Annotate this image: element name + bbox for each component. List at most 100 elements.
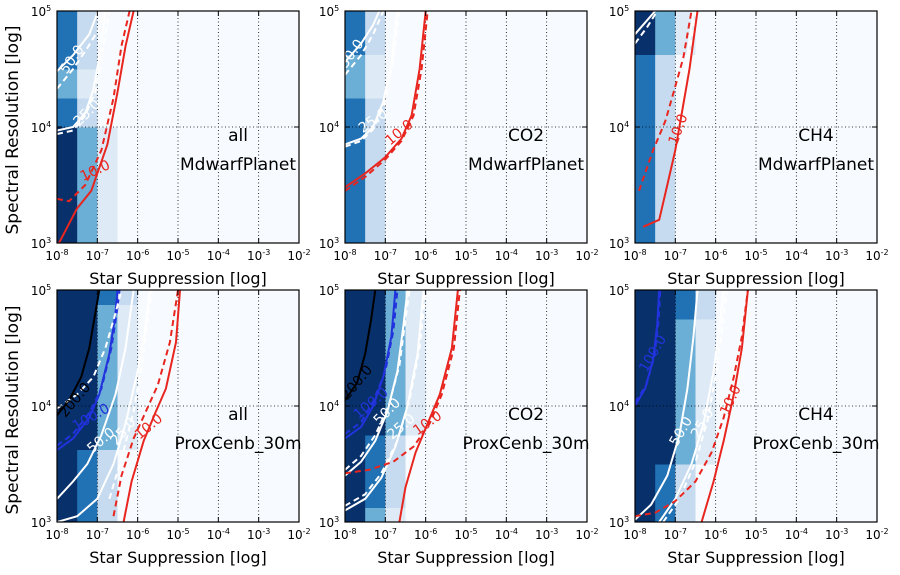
- heatmap-cell: [57, 156, 78, 171]
- heatmap-cell: [526, 362, 548, 378]
- heatmap-cell: [486, 112, 507, 128]
- heatmap-cell: [776, 493, 797, 508]
- heatmap-cell: [695, 141, 717, 157]
- heatmap-cell: [258, 493, 280, 508]
- heatmap-cell: [675, 348, 696, 363]
- heatmap-cell: [258, 464, 280, 479]
- heatmap-cell: [675, 228, 696, 243]
- heatmap-cell: [526, 406, 548, 421]
- x-tick-label: 10-7: [664, 527, 687, 542]
- heatmap-cell: [816, 449, 838, 465]
- heatmap-cell: [796, 11, 817, 26]
- heatmap-cell: [486, 11, 507, 26]
- heatmap-cell: [425, 420, 447, 436]
- heatmap-cell: [796, 112, 817, 128]
- heatmap-cell: [566, 493, 587, 508]
- heatmap-cell: [157, 127, 179, 142]
- heatmap-cell: [178, 362, 199, 378]
- heatmap-cell: [97, 83, 118, 99]
- heatmap-cell: [836, 170, 858, 186]
- heatmap-cell: [258, 362, 280, 378]
- contour-line: [345, 11, 401, 148]
- heatmap-cell: [796, 199, 817, 215]
- heatmap-cell: [715, 98, 737, 113]
- heatmap-cell: [735, 11, 757, 26]
- x-tick-label: 10-3: [825, 527, 848, 542]
- heatmap-cell: [425, 156, 447, 171]
- heatmap-cell: [97, 199, 118, 215]
- heatmap-cell: [546, 112, 568, 128]
- heatmap-cell: [445, 333, 467, 349]
- heatmap-cell: [695, 83, 717, 99]
- heatmap-cell: [238, 391, 260, 407]
- heatmap-cell: [486, 185, 507, 200]
- heatmap-cell: [655, 199, 676, 215]
- heatmap-cell: [735, 83, 757, 99]
- heatmap-cell: [445, 69, 467, 84]
- heatmap-cell: [238, 170, 260, 186]
- heatmap-cell: [157, 11, 179, 26]
- heatmap-cell: [178, 420, 199, 436]
- heatmap-cell: [117, 333, 139, 349]
- heatmap-cell: [345, 391, 366, 407]
- x-tick-label: 10-7: [374, 248, 397, 263]
- heatmap-cell: [675, 98, 696, 113]
- contour-line: [638, 11, 693, 192]
- heatmap-cell: [566, 54, 587, 70]
- heatmap-cell: [796, 348, 817, 363]
- x-tick-label: 10-2: [865, 248, 888, 263]
- heatmap-cell: [385, 406, 406, 421]
- heatmap-cell: [345, 406, 366, 421]
- y-tick-label: 105: [31, 283, 51, 298]
- heatmap-cell: [695, 290, 717, 305]
- heatmap-cell: [157, 156, 179, 171]
- heatmap-cell: [198, 185, 219, 200]
- heatmap-cell: [816, 391, 838, 407]
- heatmap-cell: [546, 348, 568, 363]
- heatmap-cell: [218, 83, 239, 99]
- heatmap-cell: [466, 449, 487, 465]
- heatmap-cell: [506, 98, 527, 113]
- heatmap-cell: [506, 199, 527, 215]
- heatmap-cell: [756, 377, 777, 392]
- heatmap-cell: [546, 199, 568, 215]
- heatmap-cell: [856, 290, 877, 305]
- heatmap-cell: [715, 54, 737, 70]
- heatmap-cell: [546, 435, 568, 450]
- heatmap-cell: [486, 83, 507, 99]
- heatmap-cell: [836, 478, 858, 494]
- heatmap-cell: [278, 377, 299, 392]
- heatmap-cell: [385, 170, 406, 186]
- heatmap-cell: [816, 348, 838, 363]
- heatmap-cell: [735, 112, 757, 128]
- heatmap-cell: [735, 507, 757, 522]
- heatmap-cell: [278, 11, 299, 26]
- y-tick-label: 103: [31, 236, 51, 251]
- heatmap-cell: [816, 478, 838, 494]
- x-tick-label: 10-7: [664, 248, 687, 263]
- y-tick-label: 105: [609, 4, 629, 19]
- heatmap-cell: [157, 449, 179, 465]
- heatmap-cell: [856, 507, 877, 522]
- heatmap-cell: [466, 304, 487, 320]
- heatmap-cell: [675, 333, 696, 349]
- heatmap-cell: [97, 362, 118, 378]
- heatmap-cell: [796, 156, 817, 171]
- heatmap-cell: [157, 185, 179, 200]
- heatmap-cell: [137, 319, 159, 334]
- heatmap-cell: [425, 435, 447, 450]
- heatmap-cell: [776, 319, 797, 334]
- heatmap-cell: [566, 228, 587, 243]
- heatmap-cell: [238, 449, 260, 465]
- heatmap-cell: [566, 391, 587, 407]
- heatmap-cell: [278, 290, 299, 305]
- contours: 10.0: [635, 11, 699, 228]
- heatmap: [57, 290, 299, 522]
- heatmap-cell: [57, 333, 78, 349]
- heatmap-cell: [526, 170, 548, 186]
- heatmap-cell: [466, 40, 487, 55]
- heatmap-cell: [218, 25, 239, 41]
- heatmap-cell: [238, 127, 260, 142]
- heatmap-cell: [566, 435, 587, 450]
- heatmap-cell: [77, 420, 98, 436]
